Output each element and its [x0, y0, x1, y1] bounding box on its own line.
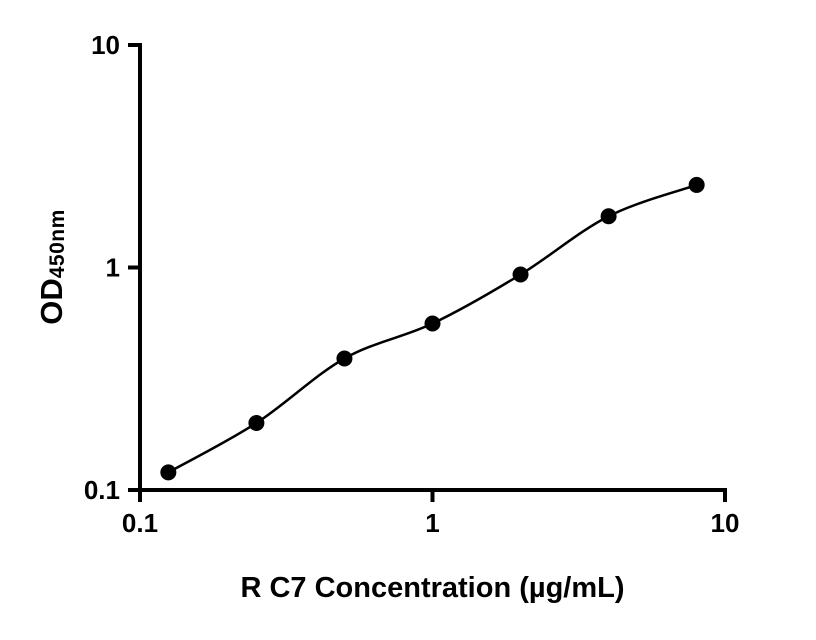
y-tick-label: 1 — [106, 253, 120, 283]
data-point — [600, 208, 617, 225]
y-tick-label: 10 — [91, 30, 120, 60]
x-axis-title: R C7 Concentration (µg/mL) — [240, 572, 625, 604]
x-tick-label: 1 — [425, 508, 439, 538]
y-axis-title-subscript: 450nm — [46, 209, 69, 279]
data-point — [160, 464, 177, 481]
data-point — [248, 415, 265, 432]
data-point — [688, 176, 705, 193]
x-tick-label: 0.1 — [122, 508, 158, 538]
data-point — [512, 266, 529, 283]
axes — [138, 43, 727, 492]
data-point — [336, 350, 353, 367]
y-axis-title-main: OD — [34, 278, 69, 325]
x-tick-label: 10 — [711, 508, 740, 538]
data-point — [424, 315, 441, 332]
y-tick-label: 0.1 — [84, 475, 120, 505]
y-axis-title: OD450nm — [34, 209, 70, 325]
